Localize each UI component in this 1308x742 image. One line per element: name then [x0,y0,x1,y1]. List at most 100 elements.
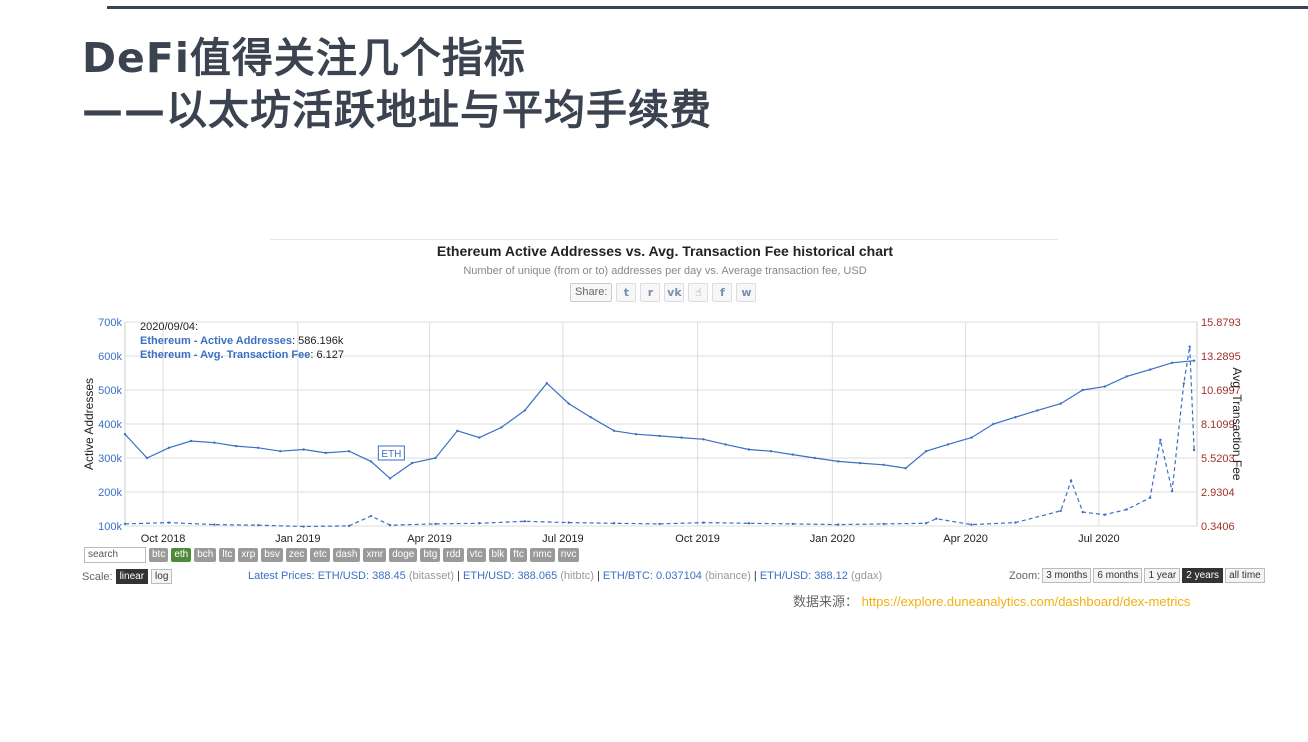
zoom-3-months-button[interactable]: 3 months [1042,568,1092,583]
y-tick-label: 200k [98,487,122,499]
data-point [769,450,773,453]
price-item: ETH/BTC: 0.037104 [602,570,702,582]
data-point [724,443,727,446]
ticker-bch[interactable]: bch [194,548,217,562]
reddit-icon[interactable]: r [640,282,661,302]
data-point [747,448,751,451]
ticker-nvc[interactable]: nvc [557,548,580,562]
facebook-icon[interactable]: f [712,282,733,302]
data-point [658,434,661,438]
ticker-etc[interactable]: etc [310,548,330,562]
data-point [478,436,481,439]
ticker-nmc[interactable]: nmc [529,548,555,562]
search-input[interactable]: search [84,547,146,563]
tooltip-date: 2020/09/04: [140,321,198,333]
data-source-label: 数据来源： [793,594,859,609]
y2-tick-label: 5.5203 [1201,453,1235,465]
data-point [302,448,305,451]
share-bar: Share: t r vk ☝ f w [570,282,757,302]
data-point [1036,409,1039,412]
ticker-zec[interactable]: zec [285,548,308,562]
data-point [1148,496,1152,499]
data-point [1182,382,1186,385]
scale-control: Scale: linear log [82,569,173,584]
price-source: (gdax) [850,570,883,582]
data-point [523,409,527,412]
ticker-blk[interactable]: blk [488,548,508,562]
data-point [388,524,392,527]
ticker-ltc[interactable]: ltc [219,548,236,562]
ticker-btg[interactable]: btg [420,548,441,562]
ticker-btc[interactable]: btc [149,548,169,562]
weibo-icon[interactable]: w [736,282,757,302]
share-label: Share: [570,282,613,302]
zoom-all-time-button[interactable]: all time [1225,568,1265,583]
data-point [235,444,238,448]
data-point [882,463,885,466]
data-point [189,439,193,443]
zoom-1-year-button[interactable]: 1 year [1144,568,1181,583]
data-point [946,443,950,446]
data-point [924,450,928,453]
y-tick-label: 700k [98,317,122,329]
y2-tick-label: 2.9304 [1201,487,1235,499]
price-item: ETH/USD: 388.45 [317,570,406,582]
data-point [813,456,816,460]
data-point [935,517,938,520]
scale-linear-button[interactable]: linear [115,569,149,584]
x-tick-label: Oct 2019 [675,533,720,545]
data-point [1059,509,1063,512]
vk-icon[interactable]: vk [664,282,685,302]
data-point [123,433,127,436]
latest-prices: Latest Prices: ETH/USD: 388.45 (bitasset… [248,570,883,582]
data-point [1170,361,1174,364]
x-tick-label: Apr 2020 [943,533,988,545]
data-point [658,522,661,526]
data-point [434,522,437,526]
ticker-dash[interactable]: dash [332,548,361,562]
data-point [1081,388,1084,392]
data-source-link[interactable]: https://explore.duneanalytics.com/dashbo… [861,594,1191,609]
data-point [279,450,282,453]
like-icon[interactable]: ☝ [688,282,709,302]
twitter-icon[interactable]: t [616,282,637,302]
series-line-1 [124,346,1195,528]
data-point [1069,479,1073,482]
zoom-2-years-button[interactable]: 2 years [1182,568,1224,583]
y-tick-label: 300k [98,453,122,465]
data-point [612,522,616,525]
data-point [213,441,216,444]
data-point [434,456,437,460]
chart-title: Ethereum Active Addresses vs. Avg. Trans… [436,243,894,259]
data-point [1081,510,1084,514]
data-point [970,523,973,526]
ticker-vtc[interactable]: vtc [466,548,486,562]
ticker-bsv[interactable]: bsv [261,548,283,562]
tooltip-line1: Ethereum - Active Addresses: 586.196k [140,335,344,347]
ticker-xrp[interactable]: xrp [238,548,259,562]
ticker-ftc[interactable]: ftc [510,548,527,562]
data-point [1014,521,1017,524]
ticker-rdd[interactable]: rdd [443,548,464,562]
data-point [680,436,683,439]
data-point [904,467,907,470]
chart-top-divider [270,239,1058,240]
data-point [837,460,840,463]
data-point [1125,508,1128,511]
data-point [167,446,171,449]
scale-log-button[interactable]: log [151,569,173,584]
zoom-6-months-button[interactable]: 6 months [1093,568,1143,583]
x-tick-label: Jul 2019 [542,533,584,545]
data-point [123,522,127,526]
price-source: (hitbtc) [560,570,594,582]
data-point [612,429,616,432]
ticker-eth[interactable]: eth [171,548,192,562]
data-point [970,436,973,439]
ticker-xmr[interactable]: xmr [363,548,387,562]
x-tick-label: Apr 2019 [407,533,452,545]
ticker-doge[interactable]: doge [389,548,418,562]
zoom-control: Zoom: 3 months 6 months 1 year 2 years a… [1009,568,1265,583]
data-point [523,520,527,523]
